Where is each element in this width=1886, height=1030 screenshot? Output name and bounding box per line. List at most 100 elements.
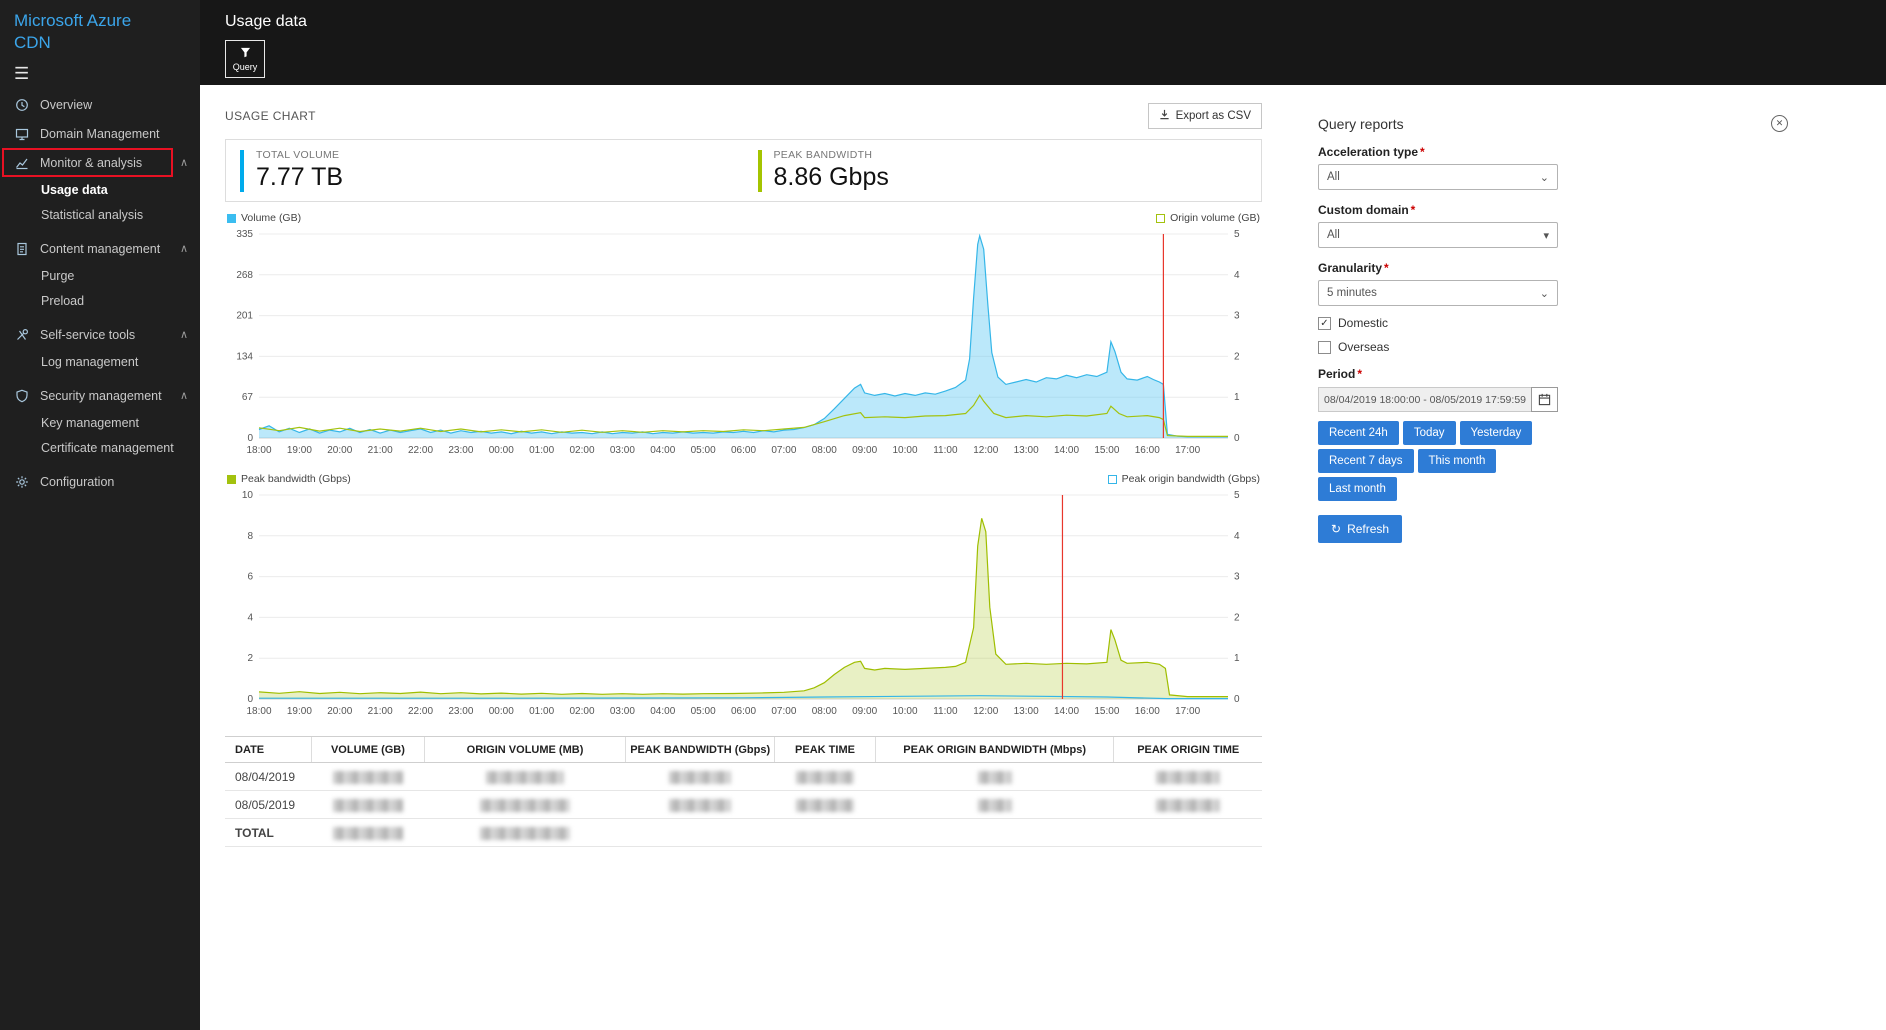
calendar-icon <box>1538 393 1551 406</box>
svg-text:06:00: 06:00 <box>731 445 756 456</box>
filter-funnel-icon <box>240 47 251 60</box>
svg-text:15:00: 15:00 <box>1094 445 1119 456</box>
sidebar-item-self-service-tools[interactable]: Self-service tools ∧ <box>0 320 200 349</box>
content-icon <box>14 241 30 257</box>
redacted-value <box>332 798 403 812</box>
quick-button-last-month[interactable]: Last month <box>1318 477 1397 501</box>
sidebar-subitem-purge[interactable]: Purge <box>41 268 75 283</box>
column-header-date: DATE <box>225 736 312 763</box>
svg-text:268: 268 <box>236 270 253 281</box>
stats-box: TOTAL VOLUME 7.77 TB PEAK BANDWIDTH 8.86 Gb… <box>225 139 1262 202</box>
brand: Microsoft Azure CDN <box>0 0 200 56</box>
legend-peak-origin-bandwidth-gbps: Peak origin bandwidth (Gbps) <box>1107 473 1260 485</box>
svg-text:07:00: 07:00 <box>771 445 796 456</box>
svg-text:13:00: 13:00 <box>1014 445 1039 456</box>
checkbox-label: Domestic <box>1338 316 1389 330</box>
sidebar-subitem-statistical-analysis[interactable]: Statistical analysis <box>41 207 144 222</box>
checkbox-unchecked-icon[interactable] <box>1318 340 1331 354</box>
sidebar-subitem-usage-data[interactable]: Usage data <box>41 182 108 197</box>
sidebar-item-security-management[interactable]: Security management ∧ <box>0 381 200 410</box>
chevron-up-icon[interactable]: ∧ <box>179 329 188 342</box>
field-label-custom-domain: Custom domain * <box>1318 203 1416 217</box>
quick-button-yesterday[interactable]: Yesterday <box>1459 421 1533 445</box>
svg-text:12:00: 12:00 <box>973 706 998 717</box>
sidebar-item-label: Self-service tools <box>40 327 136 342</box>
redacted-value <box>977 770 1012 784</box>
legend-swatch <box>227 474 236 484</box>
section-title: USAGE CHART <box>225 109 316 123</box>
stat-value: 7.77 TB <box>256 163 344 191</box>
svg-text:18:00: 18:00 <box>246 445 271 456</box>
svg-text:12:00: 12:00 <box>973 445 998 456</box>
export-csv-button[interactable]: Export as CSV <box>1147 103 1262 129</box>
close-icon[interactable]: ✕ <box>1771 115 1788 132</box>
column-header-origin-volume-mb: ORIGIN VOLUME (MB) <box>423 736 626 763</box>
stat-card-total-volume: TOTAL VOLUME 7.77 TB <box>226 140 744 201</box>
svg-text:18:00: 18:00 <box>246 706 271 717</box>
quick-button-today[interactable]: Today <box>1402 421 1456 445</box>
legend-volume-gb: Volume (GB) <box>227 212 301 224</box>
chevron-up-icon[interactable]: ∧ <box>179 243 188 256</box>
granularity-select[interactable]: 5 minutes ⌄ <box>1318 280 1558 306</box>
svg-text:08:00: 08:00 <box>812 445 837 456</box>
stat-value: 8.86 Gbps <box>773 163 889 191</box>
sidebar-item-domain-management[interactable]: Domain Management <box>0 119 200 148</box>
sidebar-subitem-certificate-management[interactable]: Certificate management <box>41 440 174 455</box>
column-header-peak-time: PEAK TIME <box>774 736 876 763</box>
svg-text:6: 6 <box>247 572 253 583</box>
quick-button-recent-24h[interactable]: Recent 24h <box>1318 421 1399 445</box>
required-asterisk: * <box>1410 203 1416 217</box>
tools-icon <box>14 327 30 343</box>
sidebar-item-content-management[interactable]: Content management ∧ <box>0 234 200 263</box>
chevron-up-icon[interactable]: ∧ <box>179 157 188 170</box>
checkbox-label: Overseas <box>1338 340 1390 354</box>
query-button[interactable]: Query <box>225 40 265 78</box>
svg-text:67: 67 <box>242 392 254 403</box>
svg-text:2: 2 <box>1234 351 1240 362</box>
sidebar-subitem-preload[interactable]: Preload <box>41 293 85 308</box>
table-cell <box>774 762 876 791</box>
chevron-down-icon: ▾ <box>1543 229 1549 242</box>
refresh-button[interactable]: ↻ Refresh <box>1318 515 1403 543</box>
sidebar-subitem-log-management[interactable]: Log management <box>41 354 139 369</box>
svg-text:01:00: 01:00 <box>529 445 554 456</box>
stat-label: TOTAL VOLUME <box>256 149 340 161</box>
sidebar-item-monitor-analysis[interactable]: Monitor & analysis ∧ <box>0 148 200 178</box>
svg-text:03:00: 03:00 <box>610 445 635 456</box>
checkbox-overseas[interactable]: Overseas <box>1318 340 1558 354</box>
sidebar-item-configuration[interactable]: Configuration <box>0 467 200 496</box>
table-cell <box>1113 762 1262 791</box>
svg-text:14:00: 14:00 <box>1054 445 1079 456</box>
field-label-acceleration-type: Acceleration type * <box>1318 145 1425 159</box>
svg-text:02:00: 02:00 <box>569 706 594 717</box>
svg-text:1: 1 <box>1234 653 1240 664</box>
legend-label: Peak bandwidth (Gbps) <box>241 473 351 485</box>
chevron-down-icon: ⌄ <box>1539 171 1549 184</box>
hamburger-menu-icon[interactable]: ☰ <box>14 64 30 84</box>
table-row: 08/05/2019 <box>225 790 1262 819</box>
period-row: 08/04/2019 18:00:00 - 08/05/2019 17:59:5… <box>1318 387 1558 412</box>
sidebar-item-label: Security management <box>40 388 162 403</box>
calendar-button[interactable] <box>1531 387 1558 412</box>
svg-text:23:00: 23:00 <box>448 706 473 717</box>
period-range-input[interactable]: 08/04/2019 18:00:00 - 08/05/2019 17:59:5… <box>1318 387 1531 412</box>
stat-label: PEAK BANDWIDTH <box>773 149 873 161</box>
sidebar-item-overview[interactable]: Overview <box>0 90 200 119</box>
svg-text:19:00: 19:00 <box>287 445 312 456</box>
page-title: Usage data <box>225 13 307 30</box>
quick-button-recent-7-days[interactable]: Recent 7 days <box>1318 449 1414 473</box>
svg-text:10: 10 <box>242 490 254 501</box>
required-asterisk: * <box>1357 367 1363 381</box>
checkbox-domestic[interactable]: ✓ Domestic <box>1318 316 1558 330</box>
chevron-up-icon[interactable]: ∧ <box>179 390 188 403</box>
quick-button-this-month[interactable]: This month <box>1417 449 1497 473</box>
security-icon <box>14 388 30 404</box>
checkbox-checked-icon[interactable]: ✓ <box>1318 316 1331 330</box>
query-reports-title: Query reports <box>1318 115 1404 132</box>
volume-chart: 0 67 134 201 268 335 0 1 2 3 4 5 18:00 19:00 20:00 21:0… <box>236 229 1240 456</box>
sidebar-subitem-key-management[interactable]: Key management <box>41 415 139 430</box>
custom-domain-select[interactable]: All ▾ <box>1318 222 1558 248</box>
svg-text:02:00: 02:00 <box>569 445 594 456</box>
table-cell <box>875 818 1114 847</box>
acceleration-type-select[interactable]: All ⌄ <box>1318 164 1558 190</box>
